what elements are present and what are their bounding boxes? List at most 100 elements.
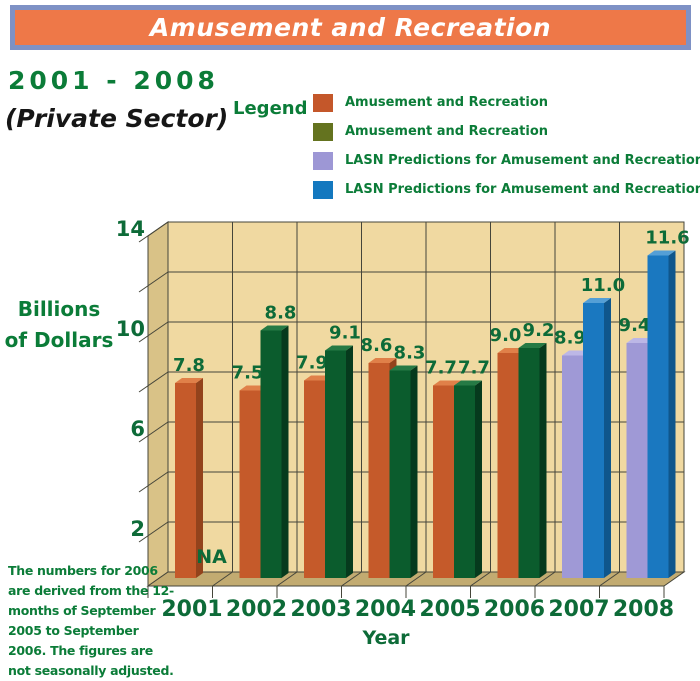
footnote: The numbers for 2006 are derived from th… (8, 563, 174, 678)
y-axis-title: Billions of Dollars (4, 297, 114, 352)
legend-item: Amusement and Recreation (313, 88, 700, 117)
floor-divider (470, 571, 491, 587)
y-tick (138, 421, 169, 443)
legend-item-label: Amusement and Recreation (345, 95, 549, 110)
bar-value-label: 11.0 (581, 275, 625, 296)
legend-item: LASN Predictions for Amusement and Recre… (313, 175, 700, 204)
floor-divider (405, 571, 427, 587)
bar-front-face (325, 350, 346, 578)
floor-divider (534, 571, 556, 587)
x-axis-year-label: 2004 (355, 597, 416, 622)
bar-value-label: 8.3 (394, 343, 426, 364)
legend-item-label: LASN Predictions for Amusement and Recre… (345, 182, 700, 197)
na-label: NA (196, 546, 227, 568)
bar-2008-series3: 11.6 (645, 228, 690, 578)
bar-side-face (196, 378, 203, 578)
bar-top-face (433, 380, 461, 386)
y-tick (138, 471, 169, 493)
x-axis-year-label: 2002 (226, 597, 287, 622)
bar-side-face (475, 380, 482, 578)
bar-2007-series3: 11.0 (581, 275, 625, 578)
bar-top-face (260, 325, 289, 331)
floor-divider (212, 571, 233, 587)
bar-value-label: 7.8 (173, 355, 205, 376)
bar-top-face (518, 343, 547, 348)
x-axis-year-label: 2008 (613, 597, 674, 622)
sector-heading: (Private Sector) (5, 104, 229, 133)
bar-top-face (583, 298, 611, 303)
bar-front-face (497, 353, 519, 578)
bar-side-face (668, 250, 676, 578)
bar-front-face (433, 385, 454, 578)
legend-item: LASN Predictions for Amusement and Recre… (313, 146, 700, 175)
y-tick (138, 221, 169, 243)
title-banner: Amusement and Recreation (10, 5, 691, 50)
bar-front-face (260, 330, 282, 578)
bar-value-label: 8.6 (361, 335, 393, 356)
bar-2006-series1: 9.2 (518, 320, 555, 578)
x-axis-year-label: 2005 (419, 597, 480, 622)
floor-divider (341, 571, 362, 587)
bar-value-label: 9.4 (619, 315, 651, 336)
bar-top-face (368, 358, 397, 363)
bar-value-label: 7.9 (296, 353, 328, 374)
bar-front-face (454, 385, 475, 578)
bar-side-face (604, 298, 611, 578)
x-axis-year-label: 2003 (290, 597, 351, 622)
bar-2003-series1: 9.1 (325, 323, 361, 578)
bar-top-face (454, 380, 482, 386)
y-tick (138, 271, 169, 293)
bar-front-face (562, 355, 583, 578)
bar-front-face (368, 363, 390, 578)
bar-value-label: 9.0 (490, 325, 522, 346)
bar-side-face (539, 343, 547, 578)
legend-swatch-prediction-blue (313, 180, 333, 199)
legend-swatch-actual-orange (313, 93, 333, 112)
bar-value-label: 7.7 (458, 358, 490, 379)
y-tick-label: 2 (130, 517, 145, 541)
bar-value-label: 8.8 (265, 303, 297, 324)
y-tick-label: 6 (130, 417, 145, 441)
bar-top-face (325, 345, 353, 351)
y-tick (138, 371, 169, 393)
bar-side-face (410, 365, 418, 578)
bar-2001-series0: 7.8 (173, 355, 205, 578)
left-wall (147, 221, 169, 587)
bar-front-face (304, 380, 325, 578)
bar-value-label: 9.1 (329, 323, 361, 344)
legend-item-label: LASN Predictions for Amusement and Recre… (345, 153, 700, 168)
x-axis-year-label: 2001 (161, 597, 222, 622)
bar-2004-series1: 8.3 (389, 343, 426, 578)
bar-side-face (281, 325, 289, 578)
bar-value-label: 8.9 (554, 328, 586, 349)
y-tick-label: 14 (116, 217, 145, 241)
x-axis-title: Year (361, 627, 410, 649)
bar-front-face (239, 390, 261, 578)
page-title: Amusement and Recreation (149, 13, 552, 42)
x-axis-year-label: 2007 (548, 597, 609, 622)
bar-front-face (518, 348, 540, 578)
legend: Amusement and Recreation Amusement and R… (313, 88, 700, 204)
bar-value-label: 11.6 (645, 228, 689, 249)
bar-top-face (389, 365, 418, 371)
bar-front-face (647, 255, 669, 578)
legend-swatch-actual-green (313, 122, 333, 141)
legend-label: Legend (233, 98, 308, 119)
bar-value-label: 7.7 (425, 358, 457, 379)
bar-side-face (346, 345, 353, 578)
bar-value-label: 7.5 (232, 363, 264, 384)
bar-2002-series1: 8.8 (260, 303, 297, 578)
legend-swatch-prediction-purple (313, 151, 333, 170)
bar-front-face (583, 303, 604, 578)
bar-value-label: 9.2 (523, 320, 555, 341)
y-tick (138, 321, 169, 343)
bar-front-face (626, 343, 648, 578)
y-tick (138, 521, 169, 543)
x-axis-year-label: 2006 (484, 597, 545, 622)
y-tick-label: 10 (116, 317, 145, 341)
bar-top-face (647, 250, 676, 256)
floor-divider (276, 571, 298, 587)
legend-item-label: Amusement and Recreation (345, 124, 549, 139)
legend-item: Amusement and Recreation (313, 117, 700, 146)
